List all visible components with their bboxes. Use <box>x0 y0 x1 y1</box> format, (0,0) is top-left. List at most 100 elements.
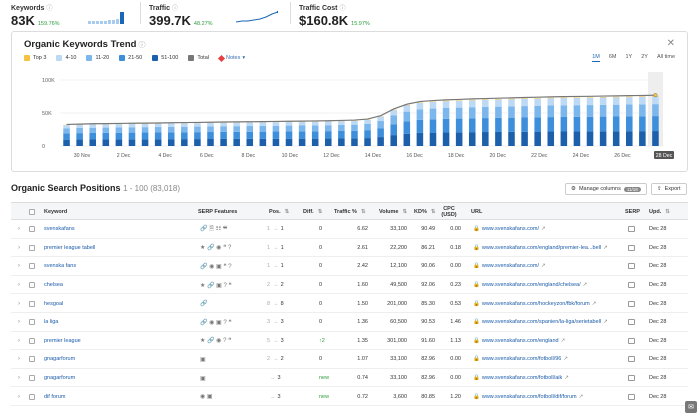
external-link-icon[interactable]: ↗ <box>541 226 546 233</box>
external-link-icon[interactable]: ↗ <box>582 282 588 289</box>
row-checkbox[interactable] <box>29 263 35 270</box>
range-all-time[interactable]: All time <box>656 54 675 60</box>
col-traffic[interactable]: Traffic % ⇅ <box>334 209 366 215</box>
range-2y[interactable]: 2Y <box>641 54 648 60</box>
external-link-icon[interactable]: ↗ <box>541 263 546 270</box>
serp-snapshot-icon[interactable] <box>628 263 635 270</box>
range-1y[interactable]: 1Y <box>625 54 633 60</box>
external-link-icon[interactable]: ↗ <box>603 244 608 251</box>
row-checkbox[interactable] <box>29 244 35 251</box>
row-checkbox[interactable] <box>29 226 35 233</box>
col-volume[interactable]: Volume ⇅ <box>379 209 408 215</box>
serp-snapshot-icon[interactable] <box>628 375 635 382</box>
legend-checkbox[interactable] <box>86 55 93 61</box>
expand-row-icon[interactable]: › <box>18 244 20 251</box>
row-checkbox[interactable] <box>29 375 35 382</box>
range-1m[interactable]: 1M <box>592 54 600 62</box>
expand-row-icon[interactable]: › <box>18 226 20 233</box>
export-button[interactable]: ⇪ Export <box>651 183 687 195</box>
legend-checkbox[interactable] <box>188 55 195 61</box>
keyword-link[interactable]: gnagarforum <box>44 375 76 382</box>
metric-traffic-cost-value: $160.8K <box>299 13 349 28</box>
close-icon[interactable]: ✕ <box>666 38 675 49</box>
url-link[interactable]: www.svenskafans.com/ <box>481 226 540 233</box>
url-link[interactable]: www.svenskafans.com/england <box>481 337 559 344</box>
keyword-link[interactable]: gnagarforum <box>44 356 76 363</box>
expand-row-icon[interactable]: › <box>18 263 20 270</box>
manage-columns-button[interactable]: ⚙ Manage columns 11/18 <box>565 183 647 195</box>
info-icon[interactable]: ⓘ <box>172 6 179 12</box>
col-kd[interactable]: KD% ⇅ <box>414 209 436 215</box>
row-checkbox[interactable] <box>29 319 35 326</box>
url-link[interactable]: www.svenskafans.com/fotboll/96 <box>481 356 562 363</box>
url-link[interactable]: www.svenskafans.com/england/chelsea/ <box>481 282 581 289</box>
row-checkbox[interactable] <box>29 356 35 363</box>
serp-snapshot-icon[interactable] <box>628 356 635 363</box>
keyword-link[interactable]: chelsea <box>44 282 63 289</box>
expand-row-icon[interactable]: › <box>18 393 20 400</box>
serp-snapshot-icon[interactable] <box>628 393 635 400</box>
serp-snapshot-icon[interactable] <box>628 337 635 344</box>
external-link-icon[interactable]: ↗ <box>560 337 566 344</box>
external-link-icon[interactable]: ↗ <box>591 300 597 307</box>
col-keyword[interactable]: Keyword <box>44 209 68 215</box>
expand-row-icon[interactable]: › <box>18 282 20 289</box>
url-link[interactable]: www.svenskafans.com/england/premier-lea.… <box>481 244 602 251</box>
row-checkbox[interactable] <box>29 300 35 307</box>
col-serp[interactable]: SERP <box>625 209 640 215</box>
external-link-icon[interactable]: ↗ <box>578 393 584 400</box>
info-icon[interactable]: ⓘ <box>46 6 53 12</box>
url-link[interactable]: www.svenskafans.com/fotboll/aik <box>481 375 563 382</box>
keyword-link[interactable]: premier league <box>44 337 81 344</box>
select-all-checkbox[interactable] <box>29 209 35 215</box>
external-link-icon[interactable]: ↗ <box>563 356 568 363</box>
serp-snapshot-icon[interactable] <box>628 319 635 326</box>
col-diff[interactable]: Diff. ⇅ <box>303 209 323 215</box>
row-checkbox[interactable] <box>29 282 35 289</box>
keyword-link[interactable]: premier league tabell <box>44 244 96 251</box>
info-icon[interactable]: ⓘ <box>138 42 146 49</box>
url-link[interactable]: www.svenskafans.com/ <box>481 263 540 270</box>
row-checkbox[interactable] <box>29 393 35 400</box>
expand-row-icon[interactable]: › <box>18 375 20 382</box>
serp-snapshot-icon[interactable] <box>628 226 635 233</box>
col-pos[interactable]: Pos. ⇅ <box>269 209 290 215</box>
legend-checkbox[interactable] <box>56 55 63 61</box>
serp-snapshot-icon[interactable] <box>628 300 635 307</box>
keyword-link[interactable]: svenskafans <box>44 226 75 233</box>
keyword-link[interactable]: dif forum <box>44 393 66 400</box>
legend-item-top-3[interactable]: Top 3 <box>24 55 46 61</box>
col-url[interactable]: URL <box>471 209 483 215</box>
info-icon[interactable]: ⓘ <box>339 6 346 12</box>
keyword-link[interactable]: hesgoal <box>44 300 64 307</box>
legend-item-4-10[interactable]: 4-10 <box>56 55 76 61</box>
bar-segment <box>534 131 541 146</box>
col-cpc[interactable]: CPC (USD) <box>441 206 457 218</box>
range-6m[interactable]: 6M <box>608 54 617 60</box>
serp-snapshot-icon[interactable] <box>628 282 635 289</box>
url-link[interactable]: www.svenskafans.com/hockeyzon/fbk/forum <box>481 300 590 307</box>
external-link-icon[interactable]: ↗ <box>603 319 608 326</box>
col-serp-features[interactable]: SERP Features <box>198 209 238 215</box>
keyword-link[interactable]: la liga <box>44 319 59 326</box>
legend-item-51-100[interactable]: 51-100 <box>152 55 178 61</box>
url-link[interactable]: www.svenskafans.com/fotboll/dif/forum <box>481 393 577 400</box>
legend-checkbox[interactable] <box>24 55 30 61</box>
expand-row-icon[interactable]: › <box>18 319 20 326</box>
legend-item-21-50[interactable]: 21-50 <box>119 55 142 61</box>
url-link[interactable]: www.svenskafans.com/spanien/la-liga/seri… <box>481 319 602 326</box>
keyword-link[interactable]: svenska fans <box>44 263 77 270</box>
expand-row-icon[interactable]: › <box>18 356 20 363</box>
legend-checkbox[interactable] <box>152 55 159 61</box>
row-checkbox[interactable] <box>29 337 35 344</box>
legend-item-total[interactable]: Total <box>188 55 209 61</box>
external-link-icon[interactable]: ↗ <box>564 375 569 382</box>
serp-snapshot-icon[interactable] <box>628 244 635 251</box>
col-upd[interactable]: Upd. ⇅ <box>649 209 670 215</box>
legend-checkbox[interactable] <box>119 55 126 61</box>
legend-item-11-20[interactable]: 11-20 <box>86 55 109 61</box>
expand-row-icon[interactable]: › <box>18 337 20 344</box>
notes-dropdown[interactable]: Notes ▾ <box>217 54 245 62</box>
feedback-icon[interactable]: ✉ <box>685 401 697 413</box>
expand-row-icon[interactable]: › <box>18 300 20 307</box>
